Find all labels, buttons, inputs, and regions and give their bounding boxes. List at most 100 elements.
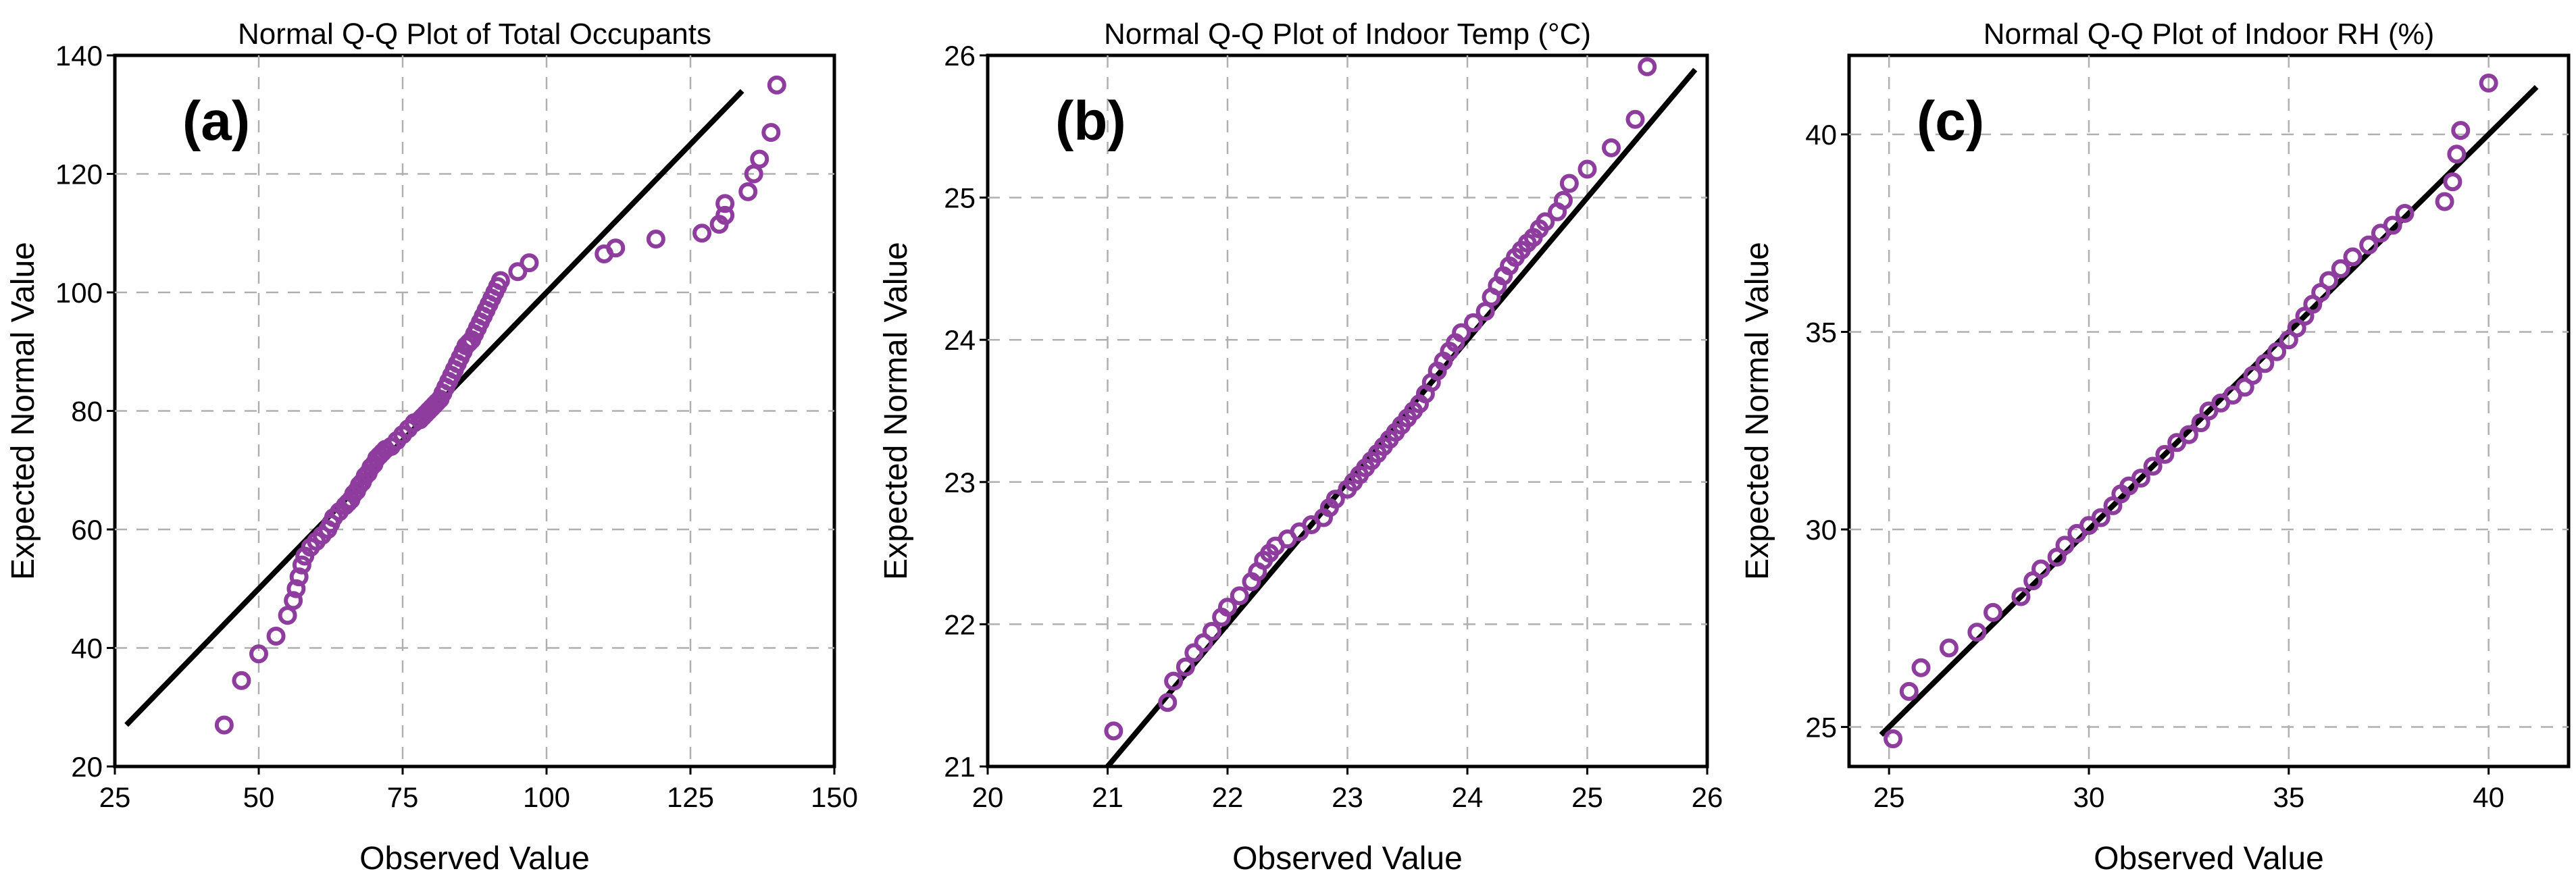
data-point — [266, 626, 286, 646]
data-point — [606, 238, 626, 258]
x-tick-label: 40 — [2473, 781, 2504, 813]
reference-line — [1879, 84, 2539, 737]
data-point — [646, 230, 665, 249]
data-point — [2131, 468, 2150, 488]
data-point — [2155, 444, 2175, 464]
data-point — [1884, 729, 1903, 749]
y-tick-label: 24 — [944, 324, 976, 356]
data-point — [2435, 192, 2454, 211]
panel-label: (a) — [182, 90, 250, 152]
data-point — [1536, 212, 1555, 232]
x-tick-label: 50 — [243, 781, 275, 813]
x-tick-label: 35 — [2273, 781, 2304, 813]
x-tick-label: 25 — [1571, 781, 1603, 813]
data-point — [249, 644, 268, 664]
chart-panel-1: 25 50 75 100 125 150 20 40 60 80 100 120 140 (a) Norma… — [5, 18, 858, 877]
y-axis-label: Expected Normal Value — [1740, 242, 1775, 580]
panel-label: (c) — [1917, 90, 1984, 152]
data-point — [2031, 559, 2050, 579]
data-point — [2447, 145, 2467, 164]
x-tick-label: 125 — [667, 781, 714, 813]
data-point — [1638, 57, 1657, 76]
x-tick-label: 75 — [387, 781, 419, 813]
y-tick-label: 25 — [1805, 712, 1837, 744]
y-tick-label: 20 — [71, 751, 103, 783]
y-tick-label: 30 — [1805, 514, 1837, 546]
x-tick-label: 21 — [1092, 781, 1123, 813]
y-axis-label: Expected Normal Value — [878, 242, 914, 580]
chart-title: Normal Q-Q Plot of Indoor RH (%) — [1984, 18, 2435, 51]
data-point — [1176, 657, 1195, 677]
data-point — [1218, 598, 1237, 617]
data-point — [1559, 174, 1579, 193]
data-point — [738, 182, 758, 201]
x-axis-label: Observed Value — [2094, 841, 2324, 877]
data-point — [1452, 323, 1471, 342]
chart-panel-3: 25 30 35 40 25 30 35 40 (c) Normal Q-Q Plot of In… — [1740, 18, 2571, 877]
y-axis-label: Expected Normal Value — [5, 242, 41, 580]
data-point — [692, 224, 712, 243]
x-tick-label: 100 — [523, 781, 570, 813]
x-tick-label: 25 — [99, 781, 131, 813]
data-point — [214, 715, 234, 735]
data-point — [2451, 121, 2471, 140]
data-point — [715, 194, 735, 213]
data-point — [1325, 490, 1345, 509]
data-point — [1911, 658, 1931, 677]
data-point — [286, 579, 306, 598]
y-tick-label: 26 — [944, 40, 976, 72]
y-tick-label: 100 — [55, 277, 103, 309]
data-point — [284, 591, 303, 610]
data-point — [2359, 235, 2379, 255]
data-point — [2243, 365, 2263, 385]
data-point — [1184, 643, 1204, 662]
data-point — [232, 671, 251, 690]
y-tick-label: 80 — [71, 396, 103, 427]
data-point — [1939, 638, 1959, 658]
data-point — [1967, 623, 1987, 642]
y-tick-label: 23 — [944, 467, 976, 498]
x-tick-label: 20 — [972, 781, 1004, 813]
x-tick-label: 25 — [1873, 781, 1905, 813]
data-point — [2143, 457, 2163, 476]
data-point — [2011, 587, 2031, 606]
data-point — [2331, 259, 2350, 278]
data-point — [750, 149, 769, 169]
y-tick-label: 25 — [944, 182, 976, 214]
data-point — [1602, 138, 1621, 157]
chart-title: Normal Q-Q Plot of Total Occupants — [238, 18, 711, 51]
data-point — [1158, 693, 1178, 712]
x-tick-label: 24 — [1452, 781, 1484, 813]
x-axis-label: Observed Value — [359, 841, 590, 877]
data-point — [1625, 109, 1645, 129]
data-point — [2091, 508, 2111, 527]
data-point — [2395, 204, 2415, 223]
data-point — [1164, 671, 1184, 691]
data-point — [2055, 536, 2075, 555]
y-tick-label: 40 — [1805, 119, 1837, 151]
x-axis-label: Observed Value — [1232, 841, 1463, 877]
data-point — [1577, 159, 1597, 179]
data-point — [715, 205, 735, 225]
data-point — [292, 555, 311, 575]
y-tick-label: 40 — [71, 633, 103, 664]
y-tick-label: 60 — [71, 514, 103, 546]
x-tick-label: 22 — [1212, 781, 1244, 813]
data-point — [1899, 681, 1919, 701]
data-point — [761, 123, 781, 142]
x-tick-label: 150 — [811, 781, 858, 813]
data-point — [1463, 313, 1483, 332]
data-point — [2479, 73, 2498, 93]
data-point — [289, 567, 309, 587]
x-tick-label: 23 — [1332, 781, 1363, 813]
data-point — [1202, 621, 1221, 641]
data-point — [2443, 172, 2463, 192]
panels: 25 50 75 100 125 150 20 40 60 80 100 120 140 (a) Norma… — [5, 18, 2571, 877]
data-point — [767, 75, 786, 95]
y-tick-label: 22 — [944, 608, 976, 640]
y-tick-label: 21 — [944, 751, 976, 783]
data-point — [508, 262, 528, 282]
x-tick-label: 30 — [2073, 781, 2105, 813]
x-tick-label: 26 — [1692, 781, 1723, 813]
